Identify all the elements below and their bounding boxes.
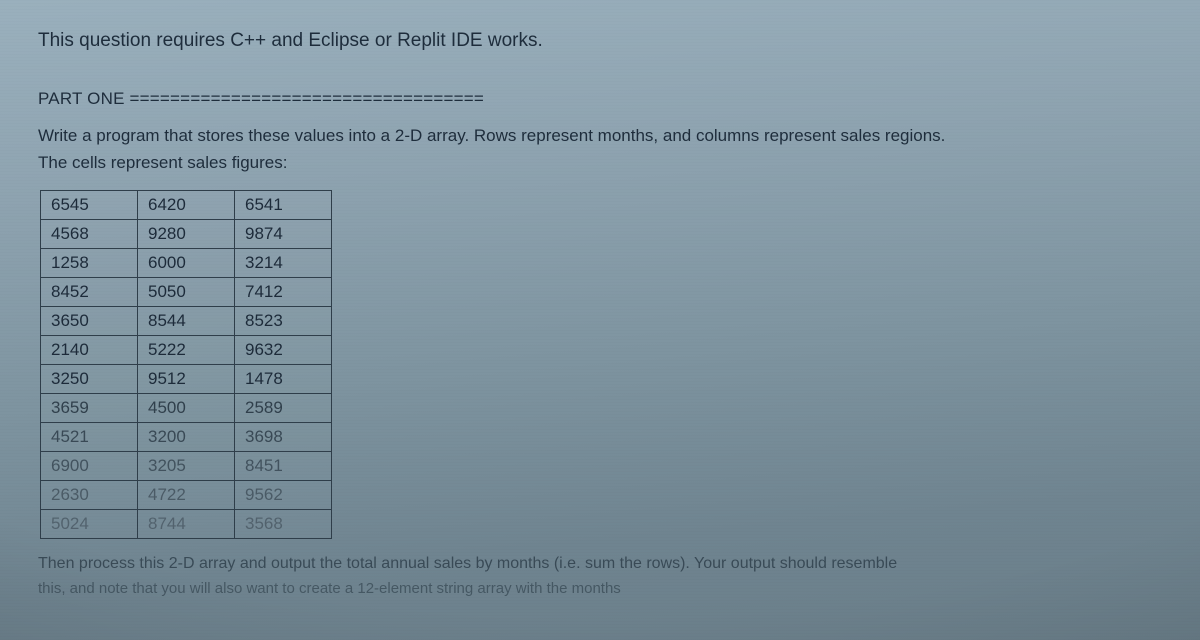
table-cell: 3698: [235, 423, 332, 452]
table-cell: 4722: [138, 481, 235, 510]
table-cell: 1258: [41, 249, 138, 278]
table-cell: 6000: [138, 249, 235, 278]
table-cell: 3650: [41, 307, 138, 336]
table-row: 365945002589: [41, 394, 332, 423]
table-cell: 6545: [41, 191, 138, 220]
table-row: 502487443568: [41, 510, 332, 539]
table-row: 654564206541: [41, 191, 332, 220]
table-cell: 8544: [138, 307, 235, 336]
table-cell: 8744: [138, 510, 235, 539]
table-cell: 4500: [138, 394, 235, 423]
table-cell: 9280: [138, 220, 235, 249]
table-cell: 3659: [41, 394, 138, 423]
table-cell: 8451: [235, 452, 332, 481]
table-cell: 3568: [235, 510, 332, 539]
table-row: 690032058451: [41, 452, 332, 481]
table-row: 845250507412: [41, 278, 332, 307]
table-cell: 4521: [41, 423, 138, 452]
table-cell: 9874: [235, 220, 332, 249]
part-one-label: PART ONE ===============================…: [38, 88, 1162, 111]
table-row: 365085448523: [41, 307, 332, 336]
table-row: 125860003214: [41, 249, 332, 278]
table-cell: 7412: [235, 278, 332, 307]
table-cell: 6420: [138, 191, 235, 220]
table-cell: 2630: [41, 481, 138, 510]
table-cell: 3250: [41, 365, 138, 394]
table-row: 456892809874: [41, 220, 332, 249]
table-cell: 2140: [41, 336, 138, 365]
instruction-2: The cells represent sales figures:: [38, 152, 1162, 175]
table-row: 214052229632: [41, 336, 332, 365]
footer-line-2: this, and note that you will also want t…: [38, 579, 1162, 599]
table-row: 325095121478: [41, 365, 332, 394]
intro-text: This question requires C++ and Eclipse o…: [38, 28, 1162, 54]
sales-table: 6545642065414568928098741258600032148452…: [40, 190, 332, 539]
table-cell: 8523: [235, 307, 332, 336]
table-cell: 9562: [235, 481, 332, 510]
table-cell: 1478: [235, 365, 332, 394]
table-cell: 2589: [235, 394, 332, 423]
table-cell: 6541: [235, 191, 332, 220]
table-cell: 9632: [235, 336, 332, 365]
table-cell: 4568: [41, 220, 138, 249]
instruction-1: Write a program that stores these values…: [38, 125, 1162, 148]
table-cell: 3214: [235, 249, 332, 278]
footer-line-1: Then process this 2-D array and output t…: [38, 553, 1162, 575]
table-cell: 3205: [138, 452, 235, 481]
table-cell: 5024: [41, 510, 138, 539]
table-row: 263047229562: [41, 481, 332, 510]
table-cell: 6900: [41, 452, 138, 481]
table-cell: 5222: [138, 336, 235, 365]
table-cell: 8452: [41, 278, 138, 307]
table-cell: 5050: [138, 278, 235, 307]
table-cell: 3200: [138, 423, 235, 452]
table-row: 452132003698: [41, 423, 332, 452]
table-cell: 9512: [138, 365, 235, 394]
